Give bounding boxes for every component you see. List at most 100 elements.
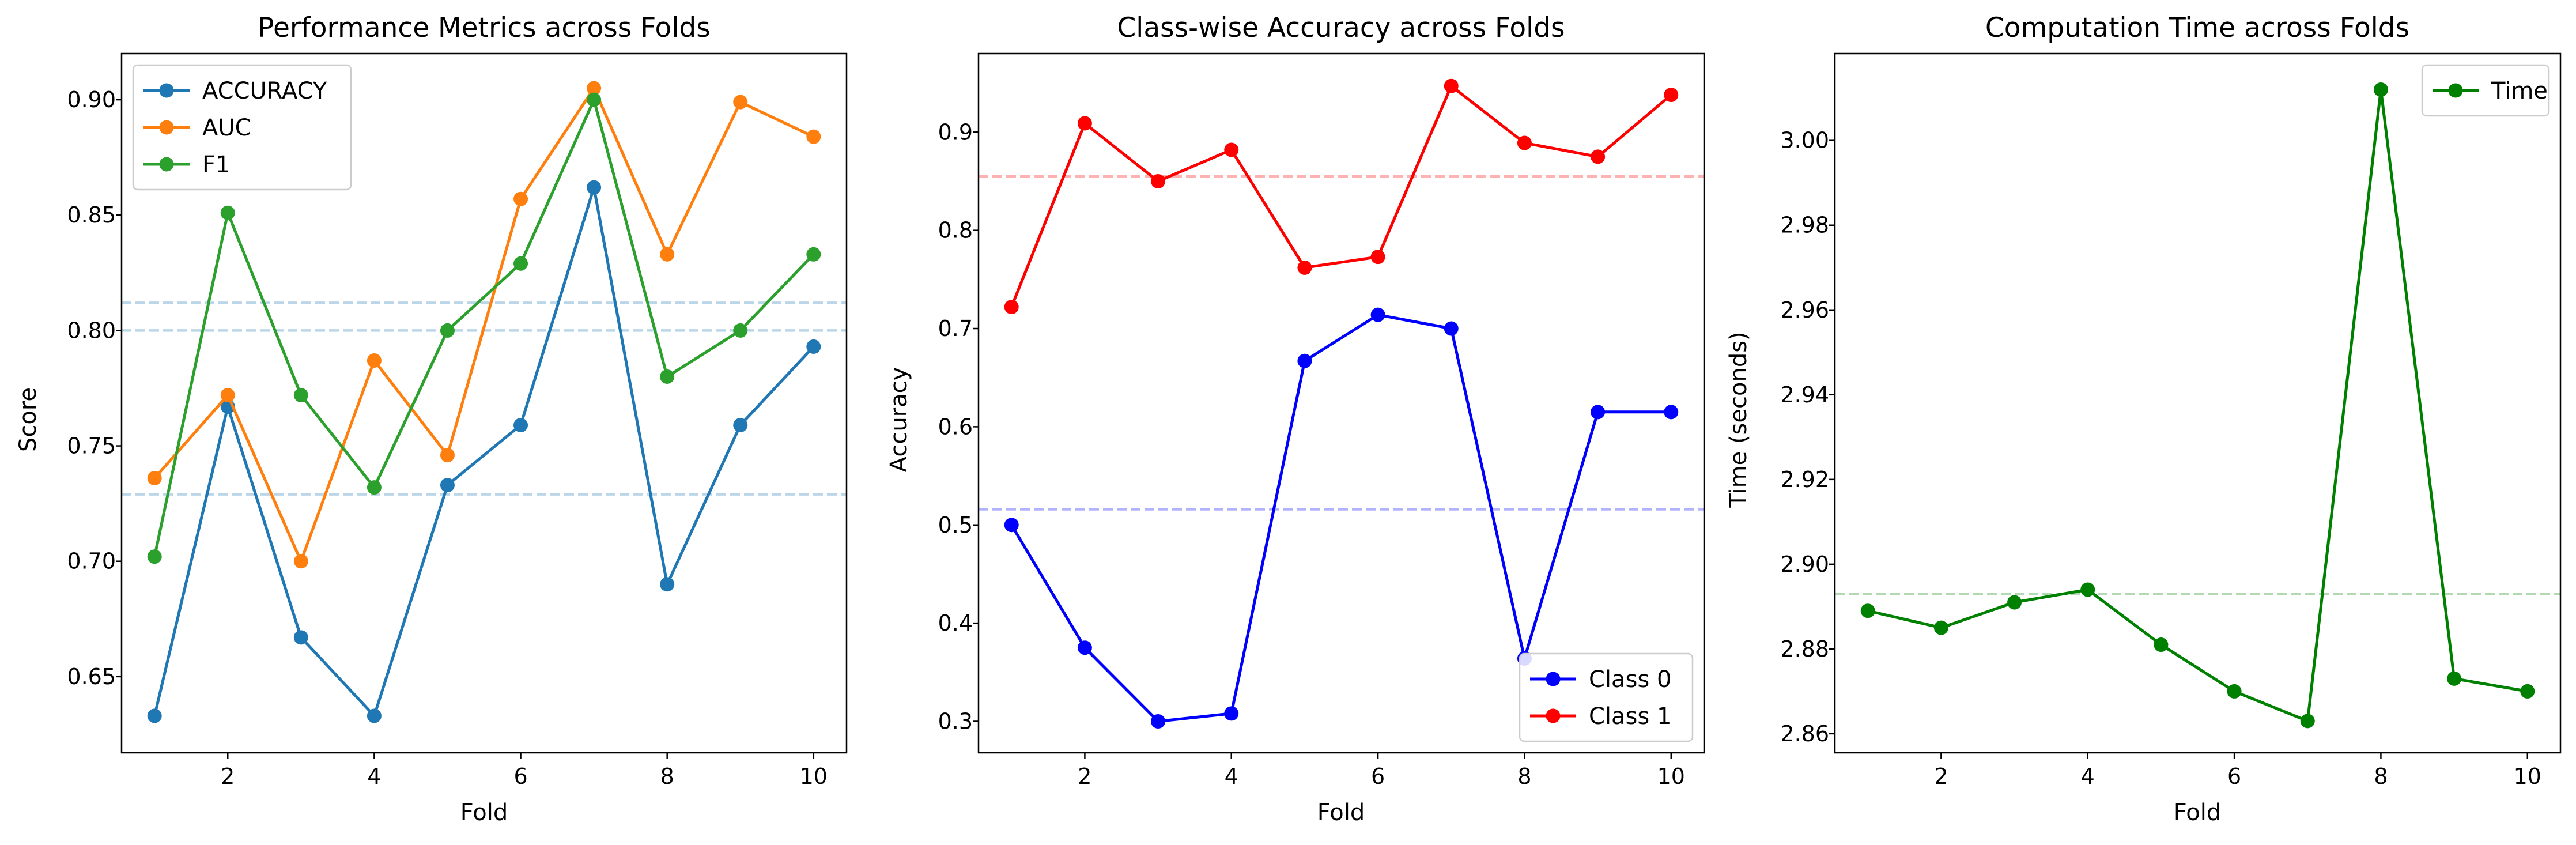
data-point (2007, 595, 2022, 610)
data-point (806, 129, 821, 144)
legend-swatch-marker (1546, 708, 1561, 723)
x-tick-label: 10 (800, 764, 828, 789)
legend-label: Class 0 (1589, 666, 1671, 693)
chart-performance-metrics: Performance Metrics across Folds Fold Sc… (15, 12, 848, 826)
legend-swatch-marker (1546, 672, 1561, 686)
y-tick-label: 2.92 (1780, 467, 1829, 492)
data-point (1860, 603, 1875, 618)
data-point (513, 256, 528, 271)
data-point (733, 323, 748, 338)
data-point (220, 387, 235, 402)
y-tick-label: 0.80 (67, 318, 116, 343)
legend-swatch-marker (159, 83, 174, 98)
legend-swatch-marker (2448, 83, 2463, 98)
data-point (660, 577, 675, 592)
y-tick-label: 0.70 (67, 549, 116, 574)
data-point (2227, 684, 2242, 699)
x-axis-label: Fold (460, 799, 508, 826)
data-point (1004, 518, 1019, 533)
x-tick-label: 6 (1371, 764, 1385, 789)
data-point (2520, 684, 2535, 699)
data-point (1591, 405, 1606, 420)
y-tick-label: 2.86 (1780, 721, 1829, 746)
y-tick-label: 0.8 (938, 218, 973, 243)
x-axis-label: Fold (1317, 799, 1365, 826)
data-point (440, 448, 455, 463)
data-point (1370, 307, 1385, 322)
legend: ACCURACY AUC F1 (132, 64, 352, 191)
data-point (293, 387, 308, 402)
data-point (293, 554, 308, 569)
data-point (1444, 78, 1459, 93)
data-point (1004, 300, 1019, 315)
data-point (1297, 353, 1312, 368)
data-point (660, 247, 675, 262)
chart-title: Class-wise Accuracy across Folds (1117, 12, 1565, 44)
data-point (733, 418, 748, 433)
legend-box (2421, 64, 2550, 117)
x-tick-label: 2 (1934, 764, 1948, 789)
data-point (2154, 637, 2169, 652)
legend-swatch-marker (159, 120, 174, 135)
data-point (367, 480, 382, 495)
data-point (1224, 142, 1239, 157)
data-point (147, 471, 162, 486)
data-point (1517, 135, 1532, 150)
axes-frame (120, 52, 848, 754)
series-line-2 (153, 98, 815, 557)
legend-label: Time (2491, 78, 2548, 104)
series-line-1 (153, 86, 814, 563)
y-tick-label: 3.00 (1780, 128, 1829, 153)
series-line-0 (1867, 88, 2528, 723)
x-tick-label: 6 (2227, 764, 2241, 789)
axes-frame (1834, 52, 2562, 754)
x-tick-label: 4 (2081, 764, 2095, 789)
x-tick-label: 6 (513, 764, 527, 789)
data-point (1591, 149, 1606, 164)
data-point (147, 549, 162, 564)
y-tick-label: 2.96 (1780, 297, 1829, 323)
data-point (660, 369, 675, 384)
y-tick-label: 2.88 (1780, 636, 1829, 662)
y-tick-label: 2.94 (1780, 382, 1829, 408)
data-point (147, 708, 162, 723)
legend-box (1519, 652, 1694, 742)
y-tick-label: 0.85 (67, 202, 116, 228)
data-point (806, 339, 821, 354)
series-line-0 (153, 186, 815, 718)
data-point (1370, 250, 1385, 265)
x-tick-label: 4 (367, 764, 381, 789)
y-tick-label: 0.5 (938, 512, 973, 538)
x-tick-label: 4 (1225, 764, 1238, 789)
x-tick-label: 10 (1657, 764, 1685, 789)
legend: Class 0 Class 1 (1519, 652, 1694, 742)
y-tick-label: 0.90 (67, 87, 116, 112)
x-axis-label: Fold (2174, 799, 2222, 826)
data-point (1077, 116, 1092, 131)
data-point (1151, 173, 1166, 188)
data-point (2373, 82, 2388, 97)
legend-box (132, 64, 352, 191)
data-point (367, 353, 382, 368)
y-axis-label: Score (15, 387, 41, 452)
chart-title: Performance Metrics across Folds (258, 12, 710, 44)
y-tick-label: 0.6 (938, 414, 973, 439)
chart-class-wise-accuracy: Class-wise Accuracy across Folds Fold Ac… (886, 12, 1705, 826)
data-point (1664, 405, 1679, 420)
data-point (2080, 582, 2095, 597)
y-tick-label: 2.98 (1780, 213, 1829, 238)
data-point (2447, 671, 2462, 686)
data-point (513, 191, 528, 206)
chart-computation-time: Computation Time across Folds Fold Time … (1725, 12, 2562, 826)
data-point (587, 81, 602, 96)
data-point (1933, 620, 1948, 635)
x-tick-label: 8 (1517, 764, 1531, 789)
chart-title: Computation Time across Folds (1985, 12, 2409, 44)
x-tick-label: 8 (660, 764, 674, 789)
data-point (440, 323, 455, 338)
x-tick-label: 2 (221, 764, 235, 789)
legend: Time (2421, 64, 2550, 117)
legend-label: ACCURACY (202, 78, 327, 104)
data-point (1151, 714, 1166, 729)
